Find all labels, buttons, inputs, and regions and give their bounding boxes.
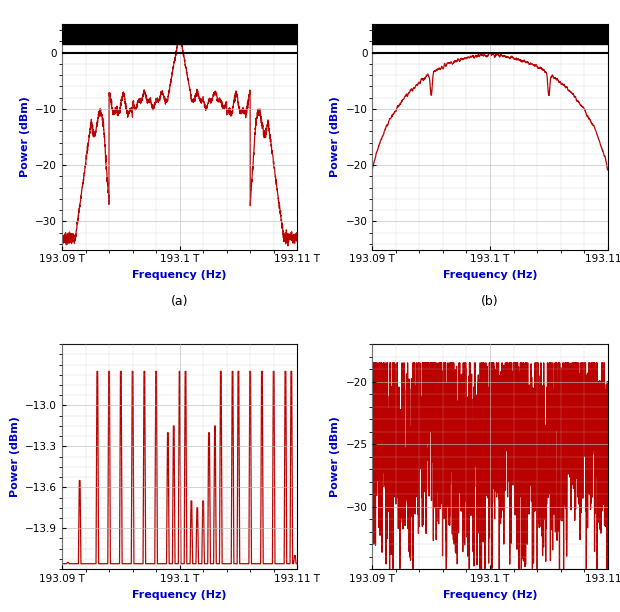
Bar <box>373 24 608 44</box>
X-axis label: Frequency (Hz): Frequency (Hz) <box>132 589 227 600</box>
Y-axis label: Power (dBm): Power (dBm) <box>9 416 20 497</box>
X-axis label: Frequency (Hz): Frequency (Hz) <box>132 270 227 280</box>
X-axis label: Frequency (Hz): Frequency (Hz) <box>443 589 538 600</box>
Text: (a): (a) <box>171 294 188 308</box>
Y-axis label: Power (dBm): Power (dBm) <box>330 97 340 177</box>
Bar <box>62 24 297 44</box>
Y-axis label: Power (dBm): Power (dBm) <box>20 97 30 177</box>
Y-axis label: Power (dBm): Power (dBm) <box>330 416 340 497</box>
X-axis label: Frequency (Hz): Frequency (Hz) <box>443 270 538 280</box>
Text: (b): (b) <box>481 294 499 308</box>
